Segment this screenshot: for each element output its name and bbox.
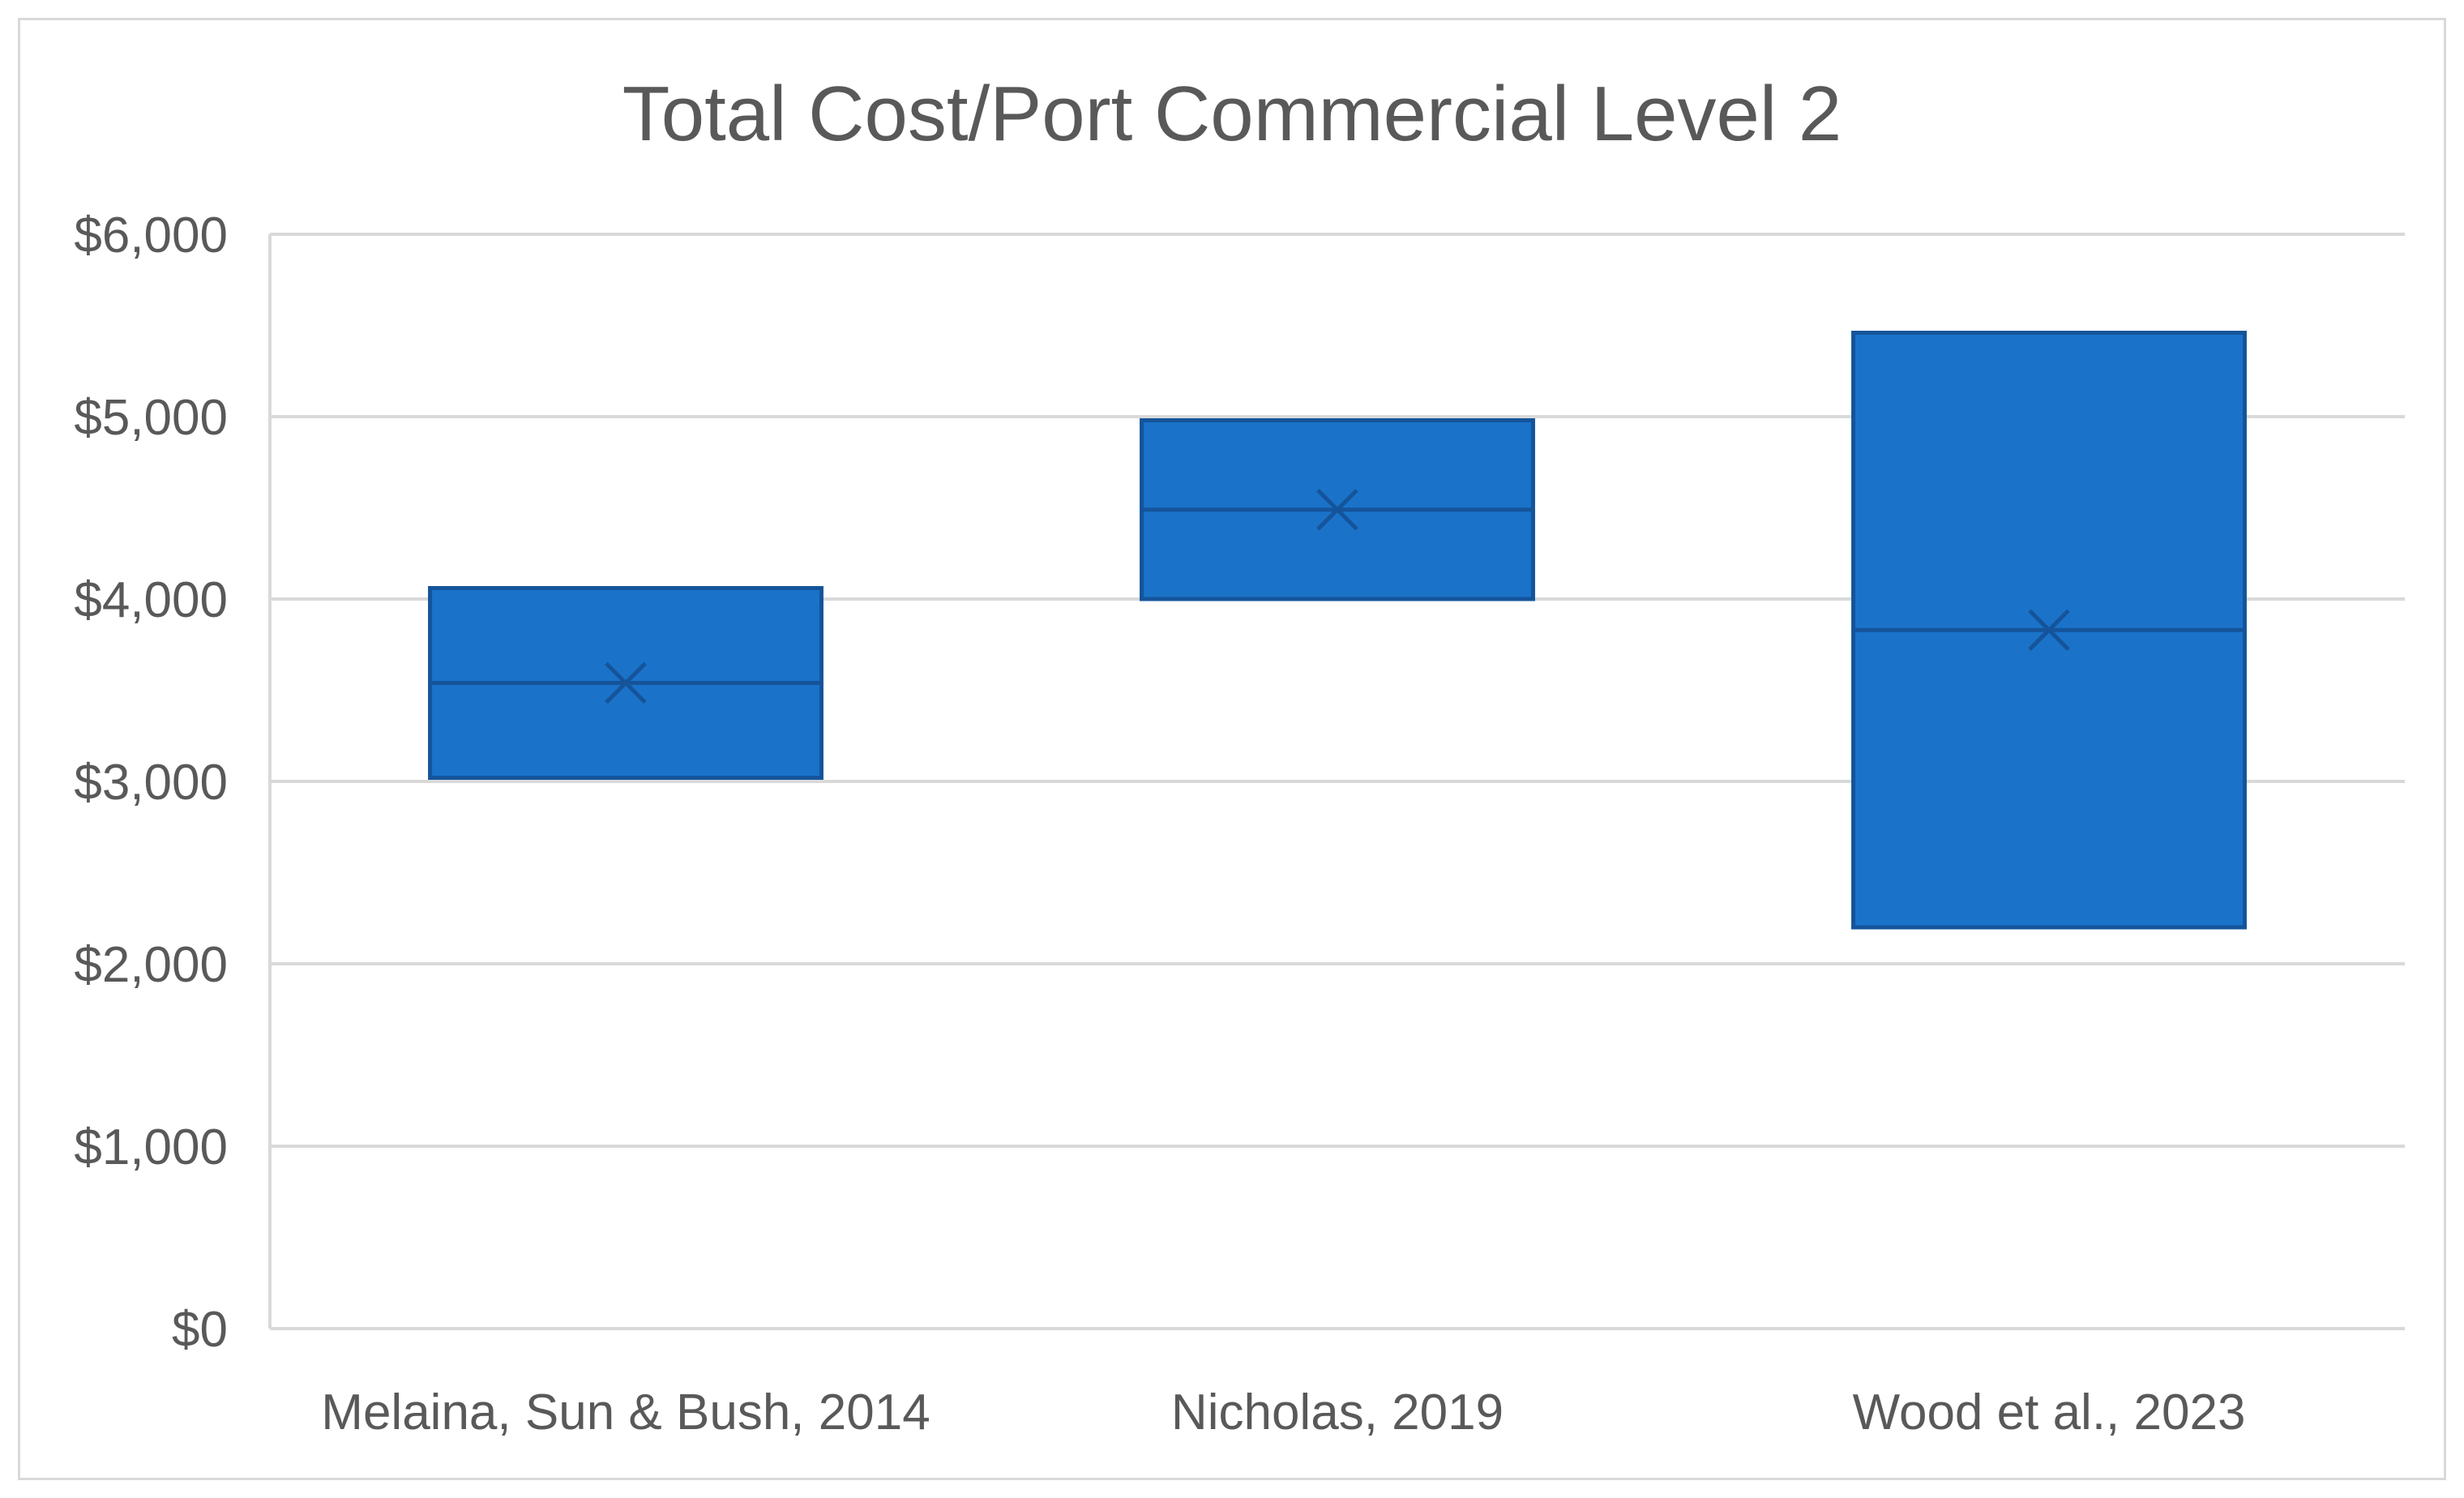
box-2 [1140, 418, 1535, 601]
x-category-label: Wood et al., 2023 [1853, 1385, 2246, 1440]
x-axis-category-labels: Melaina, Sun & Bush, 2014 Nicholas, 2019 W… [321, 1385, 2245, 1440]
mean-marker-icon [2028, 609, 2070, 652]
y-tick-label: $6,000 [74, 208, 228, 263]
y-tick-label: $4,000 [74, 572, 228, 628]
box-1 [428, 586, 823, 780]
chart-frame: Total Cost/Port Commercial Level 2 $0 $1,… [18, 18, 2446, 1480]
y-tick-label: $2,000 [74, 937, 228, 993]
y-tick-label: $5,000 [74, 390, 228, 446]
box-series [428, 331, 2247, 930]
y-tick-label: $0 [172, 1302, 228, 1358]
mean-marker-stroke [2028, 609, 2070, 652]
mean-marker-icon [605, 661, 647, 704]
mean-marker-stroke [605, 661, 647, 704]
chart-svg: Total Cost/Port Commercial Level 2 $0 $1,… [74, 71, 2405, 1440]
mean-marker-stroke [1316, 488, 1358, 531]
y-tick-label: $3,000 [74, 755, 228, 811]
chart-title: Total Cost/Port Commercial Level 2 [622, 71, 1842, 157]
box-3 [1851, 331, 2247, 930]
x-category-label: Nicholas, 2019 [1171, 1385, 1504, 1440]
x-category-label: Melaina, Sun & Bush, 2014 [321, 1385, 930, 1440]
mean-marker-icon [1316, 488, 1358, 531]
y-tick-label: $1,000 [74, 1119, 228, 1175]
y-axis-tick-labels: $0 $1,000 $2,000 $3,000 $4,000 $5,000 $6,000 [74, 208, 228, 1358]
